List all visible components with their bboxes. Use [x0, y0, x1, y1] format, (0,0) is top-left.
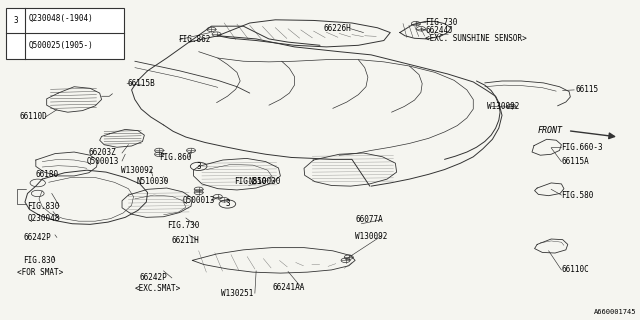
Text: 66241AA: 66241AA: [272, 283, 305, 292]
Text: <EXC. SUNSHINE SENSOR>: <EXC. SUNSHINE SENSOR>: [426, 34, 527, 43]
Text: FIG.580: FIG.580: [561, 190, 594, 200]
Text: FIG.730: FIG.730: [167, 221, 199, 230]
Text: FRONT: FRONT: [537, 126, 562, 135]
Text: FIG.860: FIG.860: [159, 153, 191, 162]
Text: 66115: 66115: [575, 85, 598, 94]
Text: N510030: N510030: [248, 177, 281, 186]
Text: 66115B: 66115B: [127, 79, 155, 88]
Text: FIG.862: FIG.862: [178, 35, 211, 44]
Text: FIG.830: FIG.830: [23, 256, 56, 265]
Text: W130251: W130251: [221, 289, 253, 298]
Text: 3: 3: [13, 16, 18, 25]
Text: 66115A: 66115A: [561, 157, 589, 166]
Text: 66226H: 66226H: [323, 24, 351, 33]
Text: FIG.660-3: FIG.660-3: [561, 143, 603, 152]
Text: 3: 3: [225, 199, 230, 208]
Text: FIG.850: FIG.850: [234, 177, 266, 186]
Text: 66110D: 66110D: [20, 113, 47, 122]
FancyBboxPatch shape: [6, 8, 124, 59]
Text: 3: 3: [196, 162, 201, 171]
Text: 66180: 66180: [36, 170, 59, 179]
Text: <FOR SMAT>: <FOR SMAT>: [17, 268, 63, 277]
Text: W130092: W130092: [121, 166, 153, 175]
Text: 66244J: 66244J: [426, 26, 453, 35]
Text: 66077A: 66077A: [355, 215, 383, 224]
Text: A660001745: A660001745: [594, 309, 636, 316]
Text: Q500025(1905-): Q500025(1905-): [29, 41, 93, 51]
Text: N510030: N510030: [136, 177, 168, 186]
Text: FIG.830: FIG.830: [28, 202, 60, 211]
Text: FIG.730: FIG.730: [426, 18, 458, 27]
Text: Q500013: Q500013: [87, 156, 119, 165]
Text: 66110C: 66110C: [561, 265, 589, 275]
Text: 66242P: 66242P: [23, 233, 51, 242]
Text: W130092: W130092: [487, 102, 520, 111]
Text: Q230048: Q230048: [28, 214, 60, 223]
Text: Q230048(-1904): Q230048(-1904): [29, 14, 93, 23]
Text: 66211H: 66211H: [172, 236, 200, 245]
Text: <EXC.SMAT>: <EXC.SMAT>: [135, 284, 181, 292]
Text: 66203Z: 66203Z: [89, 148, 116, 157]
Text: 66242P: 66242P: [140, 273, 168, 282]
Text: Q500013: Q500013: [182, 196, 215, 205]
Text: W130092: W130092: [355, 232, 387, 241]
